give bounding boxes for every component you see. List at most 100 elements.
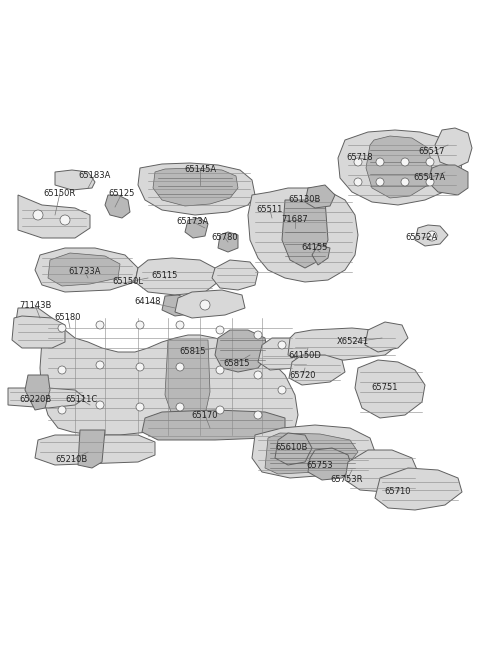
Polygon shape [162, 295, 192, 316]
Text: 65150R: 65150R [44, 189, 76, 198]
Polygon shape [185, 218, 208, 238]
Circle shape [96, 321, 104, 329]
Text: 65780: 65780 [212, 233, 238, 242]
Text: 65173A: 65173A [177, 217, 209, 227]
Circle shape [96, 401, 104, 409]
Text: X65241: X65241 [337, 337, 369, 346]
Polygon shape [175, 290, 245, 318]
Polygon shape [338, 130, 462, 205]
Text: 65572A: 65572A [406, 233, 438, 242]
Text: 65753R: 65753R [331, 476, 363, 485]
Text: 65210B: 65210B [56, 455, 88, 464]
Polygon shape [55, 170, 95, 190]
Polygon shape [78, 430, 105, 468]
Polygon shape [215, 330, 268, 372]
Text: 65111C: 65111C [66, 396, 98, 405]
Polygon shape [305, 185, 335, 208]
Polygon shape [15, 308, 52, 345]
Polygon shape [252, 425, 375, 478]
Circle shape [401, 158, 409, 166]
Polygon shape [282, 200, 328, 268]
Polygon shape [40, 318, 298, 435]
Text: 65130B: 65130B [289, 195, 321, 204]
Text: 65517: 65517 [419, 147, 445, 157]
Polygon shape [8, 388, 85, 408]
Polygon shape [355, 360, 425, 418]
Text: 65511: 65511 [257, 206, 283, 214]
Text: 65183A: 65183A [79, 170, 111, 179]
Circle shape [376, 178, 384, 186]
Polygon shape [275, 433, 312, 465]
Circle shape [176, 321, 184, 329]
Circle shape [216, 406, 224, 414]
Circle shape [427, 231, 437, 241]
Circle shape [200, 300, 210, 310]
Circle shape [254, 411, 262, 419]
Text: 64150D: 64150D [288, 352, 322, 360]
Text: 65753: 65753 [307, 460, 333, 470]
Circle shape [176, 363, 184, 371]
Polygon shape [135, 258, 218, 295]
Circle shape [96, 361, 104, 369]
Circle shape [278, 341, 286, 349]
Text: 65720: 65720 [290, 371, 316, 379]
Circle shape [254, 331, 262, 339]
Text: 65815: 65815 [224, 358, 250, 367]
Text: 65718: 65718 [347, 153, 373, 162]
Polygon shape [165, 340, 210, 420]
Text: 61733A: 61733A [69, 267, 101, 276]
Polygon shape [365, 322, 408, 352]
Circle shape [58, 406, 66, 414]
Text: 65815: 65815 [180, 348, 206, 356]
Polygon shape [138, 163, 255, 215]
Text: 64148: 64148 [135, 297, 161, 307]
Polygon shape [258, 338, 310, 370]
Polygon shape [435, 128, 472, 168]
Text: 65220B: 65220B [19, 396, 51, 405]
Text: 65517A: 65517A [414, 174, 446, 183]
Polygon shape [48, 253, 120, 286]
Text: 65125: 65125 [109, 189, 135, 198]
Circle shape [136, 403, 144, 411]
Circle shape [354, 178, 362, 186]
Circle shape [426, 178, 434, 186]
Polygon shape [375, 468, 462, 510]
Text: 65145A: 65145A [184, 166, 216, 174]
Polygon shape [142, 410, 285, 440]
Text: 71687: 71687 [282, 215, 308, 225]
Polygon shape [248, 188, 358, 282]
Polygon shape [308, 448, 352, 480]
Polygon shape [12, 316, 65, 348]
Polygon shape [153, 168, 238, 206]
Circle shape [176, 403, 184, 411]
Circle shape [254, 371, 262, 379]
Circle shape [401, 178, 409, 186]
Circle shape [376, 158, 384, 166]
Text: 71143B: 71143B [19, 301, 51, 310]
Polygon shape [218, 232, 238, 252]
Polygon shape [288, 328, 398, 362]
Circle shape [33, 210, 43, 220]
Text: 65610B: 65610B [276, 443, 308, 453]
Text: 65115: 65115 [152, 272, 178, 280]
Text: 65150L: 65150L [112, 278, 144, 286]
Polygon shape [25, 375, 50, 410]
Circle shape [216, 326, 224, 334]
Polygon shape [428, 165, 468, 195]
Circle shape [60, 215, 70, 225]
Text: 65180: 65180 [55, 314, 81, 322]
Polygon shape [366, 136, 432, 198]
Circle shape [136, 321, 144, 329]
Polygon shape [105, 195, 130, 218]
Text: 65170: 65170 [192, 411, 218, 419]
Text: 65751: 65751 [372, 383, 398, 392]
Polygon shape [212, 260, 258, 290]
Polygon shape [265, 433, 358, 474]
Circle shape [278, 386, 286, 394]
Polygon shape [35, 435, 155, 465]
Polygon shape [35, 248, 138, 292]
Circle shape [426, 158, 434, 166]
Circle shape [58, 366, 66, 374]
Polygon shape [18, 195, 90, 238]
Circle shape [354, 158, 362, 166]
